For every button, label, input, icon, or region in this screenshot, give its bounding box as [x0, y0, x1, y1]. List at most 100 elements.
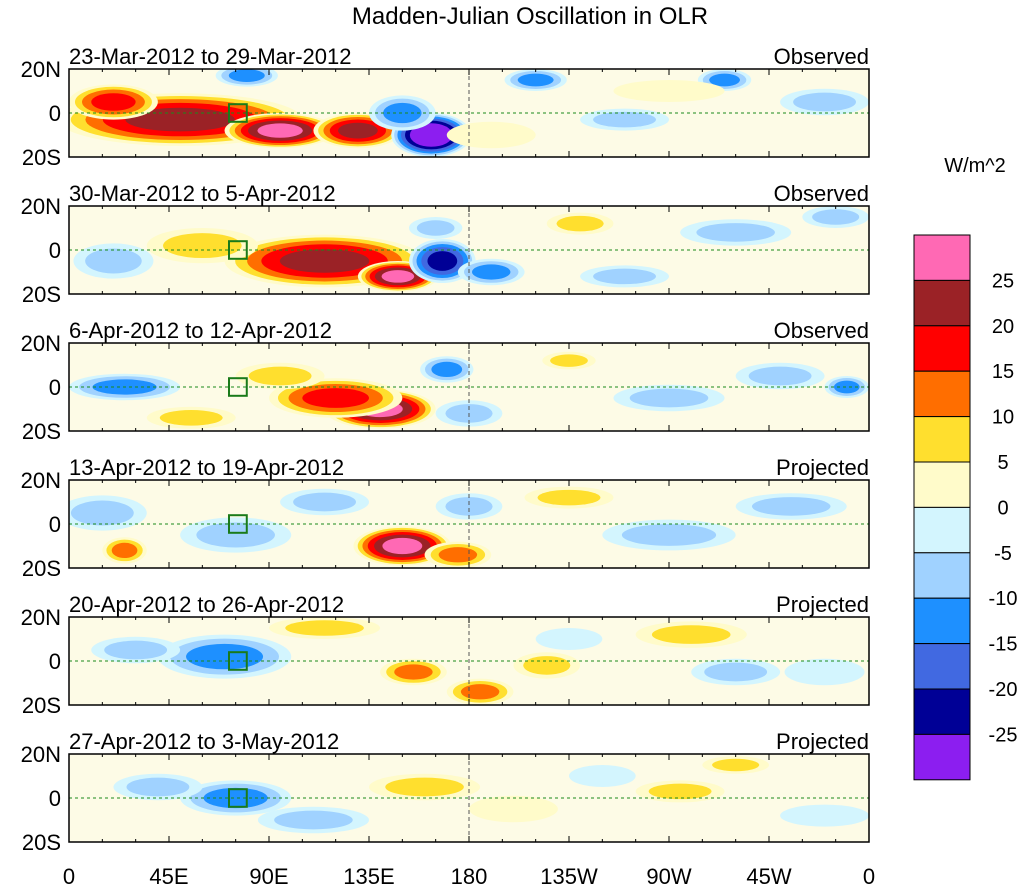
olr-anomaly-contour: [446, 121, 536, 149]
olr-anomaly-contour: [593, 268, 656, 285]
olr-anomaly-contour: [438, 547, 478, 563]
colorbar-swatch: [913, 733, 971, 781]
colorbar-label: -10: [989, 588, 1018, 610]
colorbar-swatch: [913, 416, 971, 463]
olr-anomaly-contour: [186, 643, 264, 670]
olr-anomaly-contour: [85, 248, 142, 274]
olr-anomaly-contour: [535, 628, 603, 650]
olr-anomaly-contour: [471, 264, 511, 280]
olr-anomaly-contour: [556, 215, 604, 232]
x-tick-label: 45W: [746, 864, 791, 887]
map-panel: 20N 0 20S 23-Mar-2012 to 29-Mar-2012 Observe…: [21, 44, 870, 170]
olr-anomaly-contour: [629, 388, 709, 408]
y-tick-label: 20S: [22, 282, 61, 307]
olr-anomaly-contour: [780, 804, 869, 827]
map-panel: 20N 0 20S 20-Apr-2012 to 26-Apr-2012 Project…: [21, 592, 870, 718]
olr-anomaly-contour: [431, 361, 463, 378]
y-tick-label: 20N: [21, 331, 61, 356]
olr-anomaly-contour: [469, 795, 558, 823]
panel-status-label: Observed: [774, 44, 869, 69]
olr-anomaly-contour: [517, 73, 554, 87]
olr-anomaly-contour: [751, 497, 831, 516]
olr-anomaly-contour: [385, 777, 464, 797]
olr-anomaly-contour: [338, 122, 378, 139]
colorbar-swatch: [913, 461, 971, 508]
map-panel: 20N 0 20S 13-Apr-2012 to 19-Apr-2012 Project…: [21, 455, 870, 581]
olr-anomaly-contour: [228, 69, 265, 82]
olr-anomaly-contour: [383, 102, 422, 124]
olr-anomaly-contour: [460, 684, 500, 700]
olr-anomaly-contour: [257, 123, 303, 138]
panel-period-label: 13-Apr-2012 to 19-Apr-2012: [69, 455, 344, 480]
index-box: [228, 651, 248, 671]
olr-anomaly-contour: [648, 783, 712, 800]
colorbar-swatch: [913, 643, 971, 690]
y-tick-label: 0: [49, 238, 61, 263]
olr-anomaly-contour: [793, 92, 856, 112]
olr-anomaly-contour: [784, 658, 865, 686]
olr-anomaly-contour: [196, 522, 275, 548]
olr-anomaly-contour: [126, 777, 190, 797]
olr-anomaly-contour: [416, 220, 455, 236]
x-tick-label: 0: [63, 864, 75, 887]
olr-anomaly-contour: [709, 73, 740, 87]
x-tick-label: 0: [863, 864, 875, 887]
y-tick-label: 20N: [21, 194, 61, 219]
olr-anomaly-contour: [302, 388, 369, 408]
x-tick-label: 90W: [646, 864, 691, 887]
colorbar-label: 5: [997, 452, 1008, 474]
olr-anomaly-contour: [104, 640, 168, 660]
olr-anomaly-contour: [696, 223, 775, 242]
x-tick-label: 45E: [149, 864, 188, 887]
x-tick-label: 135W: [540, 864, 598, 887]
olr-anomaly-contour: [91, 93, 136, 111]
panel-period-label: 30-Mar-2012 to 5-Apr-2012: [69, 181, 336, 206]
olr-anomaly-contour: [163, 233, 242, 259]
olr-anomaly-contour: [274, 810, 353, 830]
index-box: [228, 514, 248, 534]
colorbar-swatch: [913, 552, 971, 599]
y-tick-label: 0: [49, 786, 61, 811]
olr-anomaly-contour: [523, 656, 571, 675]
colorbar-label: -25: [989, 724, 1018, 746]
olr-anomaly-contour: [159, 410, 223, 426]
olr-anomaly-contour: [203, 787, 268, 809]
chart-title: Madden-Julian Oscillation in OLR: [352, 3, 708, 30]
colorbar-swatch: [913, 597, 971, 645]
colorbar-units-label: W/m^2: [944, 155, 1006, 177]
y-tick-label: 20N: [21, 605, 61, 630]
y-tick-label: 0: [49, 649, 61, 674]
colorbar-swatch: [913, 370, 971, 418]
map-panel: 20N 0 20S 27-Apr-2012 to 3-May-2012 Projecte…: [21, 729, 870, 855]
olr-anomaly-contour: [833, 380, 860, 394]
y-tick-label: 20S: [22, 830, 61, 855]
panel-period-label: 23-Mar-2012 to 29-Mar-2012: [69, 44, 351, 69]
y-tick-label: 20S: [22, 145, 61, 170]
olr-anomaly-contour: [248, 366, 312, 386]
panel-status-label: Projected: [776, 455, 869, 480]
x-tick-label: 135E: [343, 864, 394, 887]
y-tick-label: 0: [49, 512, 61, 537]
panel-status-label: Projected: [776, 729, 869, 754]
olr-anomaly-contour: [382, 537, 423, 555]
olr-anomaly-contour: [550, 354, 588, 367]
x-tick-label: 90E: [249, 864, 288, 887]
colorbar-swatch: [913, 688, 971, 735]
y-tick-label: 20N: [21, 468, 61, 493]
colorbar-label: -5: [994, 543, 1012, 565]
colorbar-label: 10: [992, 407, 1014, 429]
panel-period-label: 20-Apr-2012 to 26-Apr-2012: [69, 592, 344, 617]
olr-anomaly-contour: [394, 664, 433, 680]
olr-anomaly-contour: [593, 111, 656, 128]
olr-anomaly-contour: [812, 209, 860, 225]
olr-anomaly-contour: [712, 758, 760, 772]
y-tick-label: 20S: [22, 556, 61, 581]
olr-anomaly-contour: [445, 497, 493, 516]
panel-period-label: 27-Apr-2012 to 3-May-2012: [69, 729, 339, 754]
panel-status-label: Observed: [774, 318, 869, 343]
map-panel: 20N 0 20S 6-Apr-2012 to 12-Apr-2012 Observed: [21, 318, 870, 444]
colorbar-swatch: [913, 506, 971, 554]
olr-anomaly-contour: [111, 542, 138, 559]
colorbar-label: 15: [992, 361, 1014, 383]
